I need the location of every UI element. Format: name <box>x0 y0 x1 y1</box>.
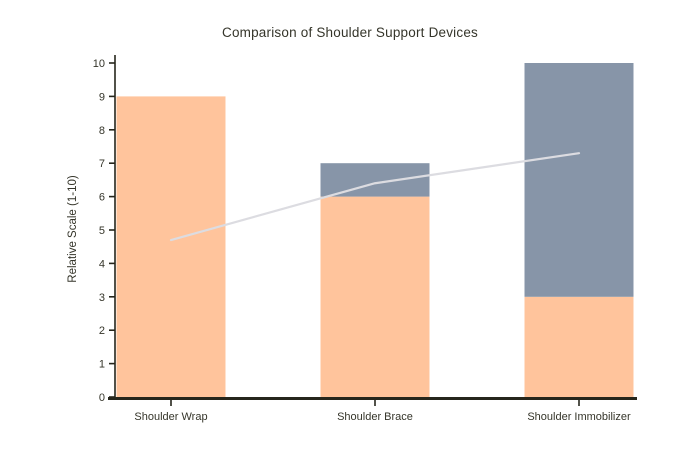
y-tick-label: 5 <box>99 225 105 237</box>
y-tick-label: 7 <box>99 158 105 170</box>
y-tick-label: 4 <box>99 258 105 270</box>
x-tick-label: Shoulder Brace <box>337 411 413 423</box>
y-tick-label: 10 <box>93 58 105 70</box>
chart-title: Comparison of Shoulder Support Devices <box>222 25 478 40</box>
y-tick-label: 9 <box>99 91 105 103</box>
y-tick-label: 2 <box>99 325 105 337</box>
trend-line <box>169 152 581 242</box>
y-tick-label: 0 <box>99 392 105 404</box>
y-tick-label: 1 <box>99 359 105 371</box>
y-tick-label: 3 <box>99 292 105 304</box>
peach-bar-segment <box>116 96 226 398</box>
y-tick-label: 6 <box>99 192 105 204</box>
x-tick-label: Shoulder Wrap <box>134 411 207 423</box>
peach-bar-segment <box>524 296 634 397</box>
x-tick-label: Shoulder Immobilizer <box>527 411 631 423</box>
y-tick-label: 8 <box>99 125 105 137</box>
slate-bar-segment <box>320 163 430 197</box>
peach-bar-segment <box>320 196 430 397</box>
slate-bar-segment <box>524 63 634 297</box>
